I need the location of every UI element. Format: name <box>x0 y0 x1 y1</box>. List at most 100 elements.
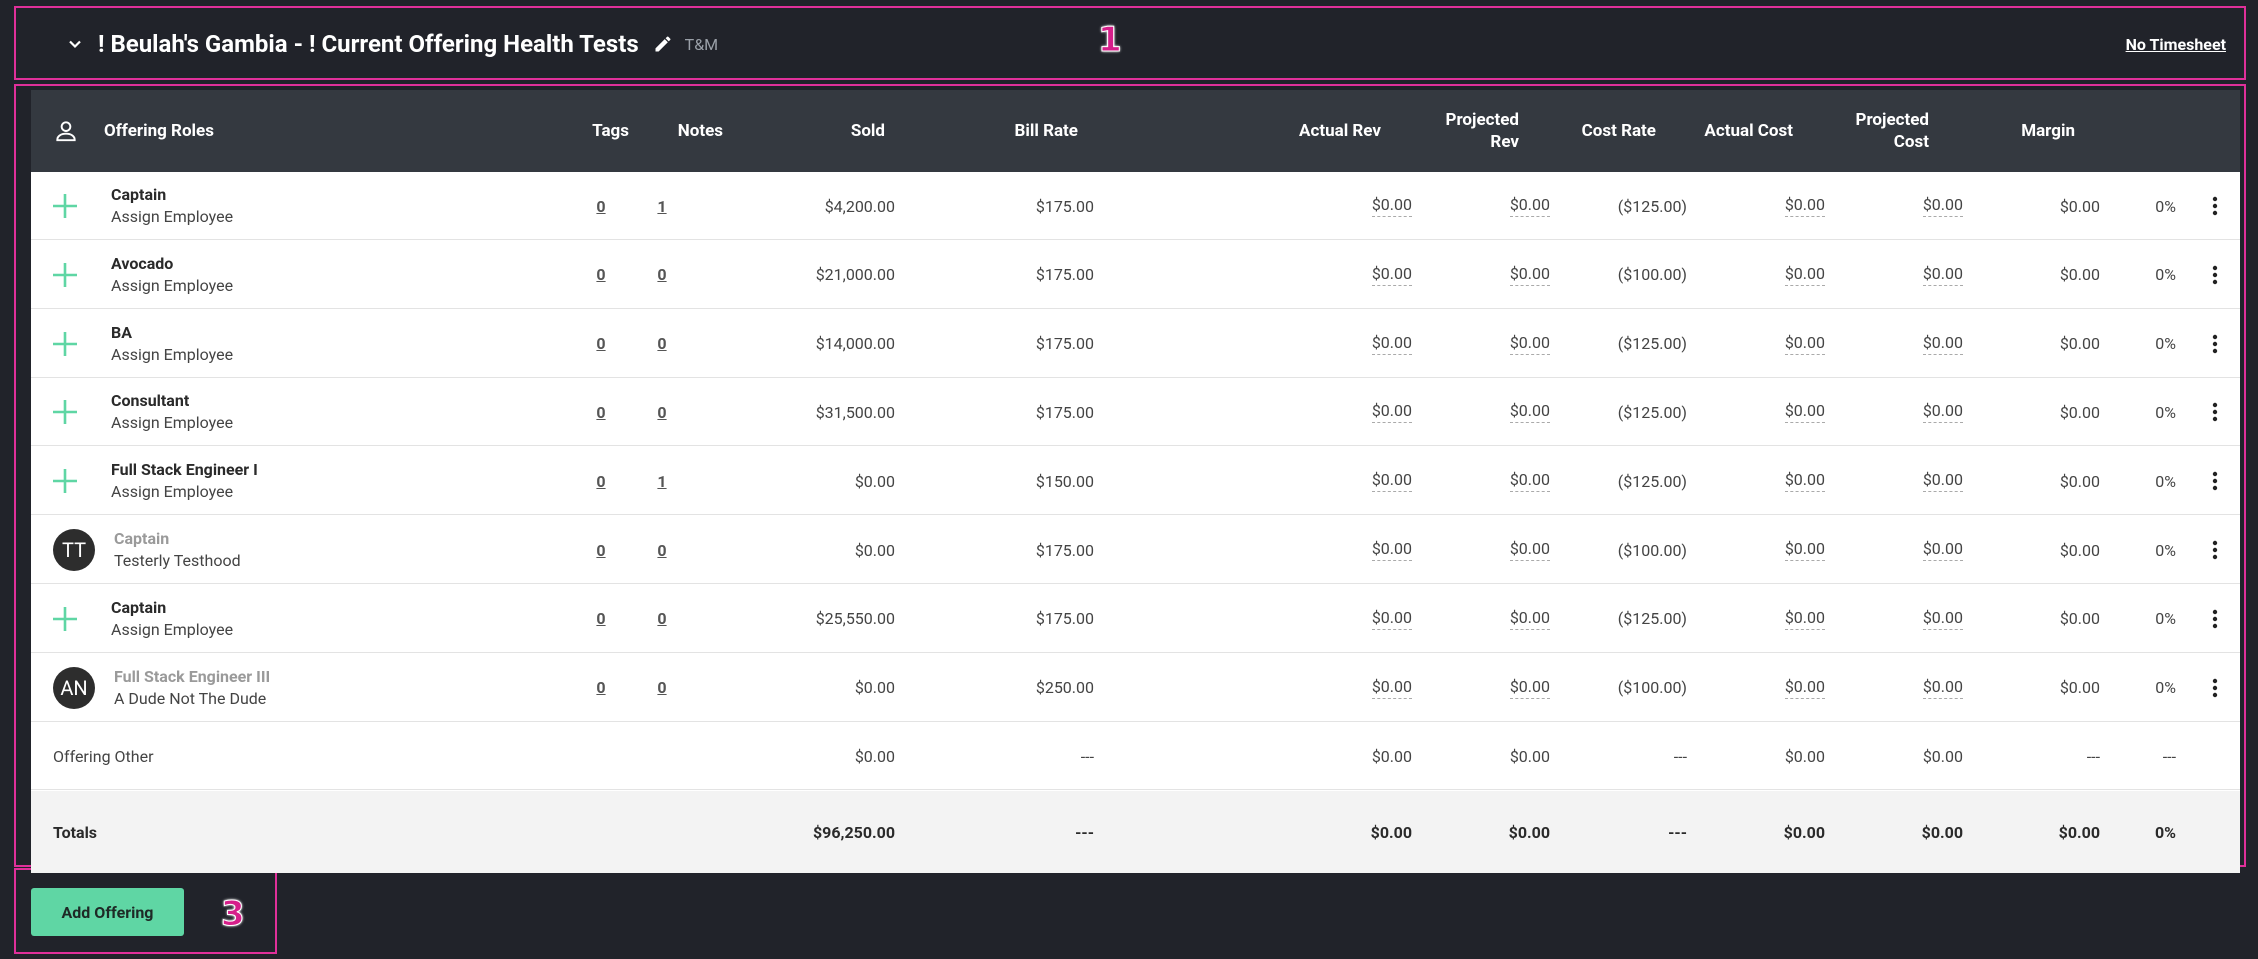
projected-cost-cell[interactable]: $0.00 <box>1823 654 1963 722</box>
tags-count-link[interactable]: 0 <box>596 540 606 560</box>
column-header-tags[interactable]: Tags <box>592 121 629 141</box>
column-header-actual-cost[interactable]: Actual Cost <box>1704 121 1793 141</box>
assign-employee-link[interactable]: Assign Employee <box>111 344 234 364</box>
projected-cost-cell[interactable]: $0.00 <box>1823 585 1963 653</box>
column-header-roles[interactable]: Offering Roles <box>104 121 214 141</box>
projected-cost-cell[interactable]: $0.00 <box>1823 241 1963 309</box>
projected-cost-cell-value[interactable]: $0.00 <box>1922 677 1963 699</box>
projected-cost-cell-value[interactable]: $0.00 <box>1922 264 1963 286</box>
projected-rev-cell[interactable]: $0.00 <box>1410 516 1550 584</box>
projected-cost-cell[interactable]: $0.00 <box>1823 516 1963 584</box>
assigned-employee[interactable]: A Dude Not The Dude <box>114 688 267 708</box>
kebab-icon[interactable] <box>2203 676 2227 700</box>
column-header-actual-rev[interactable]: Actual Rev <box>1299 121 1381 141</box>
plus-icon[interactable] <box>49 190 81 222</box>
projected-rev-cell-value[interactable]: $0.00 <box>1509 470 1550 493</box>
actual-rev-cell-value[interactable]: $0.00 <box>1371 401 1412 424</box>
pencil-icon[interactable] <box>653 33 675 55</box>
projected-cost-cell[interactable]: $0.00 <box>1823 310 1963 378</box>
actual-rev-cell-value[interactable]: $0.00 <box>1371 608 1412 630</box>
kebab-icon[interactable] <box>2203 332 2227 356</box>
kebab-icon[interactable] <box>2203 263 2227 287</box>
plus-icon[interactable] <box>49 328 81 360</box>
notes-count-link[interactable]: 0 <box>657 334 667 354</box>
projected-cost-cell-value[interactable]: $0.00 <box>1922 539 1963 561</box>
column-header-sold[interactable]: Sold <box>850 121 885 141</box>
actual-cost-cell-value[interactable]: $0.00 <box>1784 677 1825 699</box>
actual-rev-cell-value[interactable]: $0.00 <box>1371 539 1412 561</box>
projected-cost-cell[interactable]: $0.00 <box>1823 172 1963 240</box>
actual-rev-cell-value[interactable]: $0.00 <box>1371 677 1412 699</box>
notes-count-link[interactable]: 0 <box>657 402 667 422</box>
column-header-bill-rate[interactable]: Bill Rate <box>1014 121 1079 141</box>
projected-rev-cell-value[interactable]: $0.00 <box>1509 539 1550 561</box>
actual-cost-cell-value[interactable]: $0.00 <box>1784 539 1825 561</box>
actual-rev-cell-value[interactable]: $0.00 <box>1371 333 1412 355</box>
tags-count-link[interactable]: 0 <box>596 196 606 216</box>
notes-count-link[interactable]: 0 <box>657 678 667 698</box>
assign-employee-link[interactable]: Assign Employee <box>111 619 234 639</box>
projected-cost-cell[interactable]: $0.00 <box>1823 447 1963 515</box>
projected-rev-cell[interactable]: $0.00 <box>1410 378 1550 446</box>
column-header-notes[interactable]: Notes <box>677 121 723 141</box>
assign-employee-link[interactable]: Assign Employee <box>111 207 234 226</box>
notes-count-link[interactable]: 0 <box>657 540 667 560</box>
column-header-projected-cost[interactable]: Projected Cost <box>1855 110 1930 152</box>
projected-rev-cell-value[interactable]: $0.00 <box>1509 608 1550 630</box>
kebab-icon[interactable] <box>2203 607 2227 631</box>
notes-count-link[interactable]: 1 <box>657 471 667 491</box>
column-header-cost-rate[interactable]: Cost Rate <box>1581 121 1656 141</box>
kebab-icon[interactable] <box>2203 538 2227 562</box>
actual-rev-cell[interactable]: $0.00 <box>1272 654 1412 722</box>
actual-cost-cell-value[interactable]: $0.00 <box>1784 195 1825 217</box>
notes-count-link[interactable]: 1 <box>657 196 667 216</box>
actual-cost-cell-value[interactable]: $0.00 <box>1784 608 1825 630</box>
projected-cost-cell[interactable]: $0.00 <box>1823 378 1963 446</box>
plus-icon[interactable] <box>49 465 81 497</box>
projected-cost-cell-value[interactable]: $0.00 <box>1922 401 1963 424</box>
actual-rev-cell[interactable]: $0.00 <box>1272 516 1412 584</box>
projected-rev-cell[interactable]: $0.00 <box>1410 447 1550 515</box>
tags-count-link[interactable]: 0 <box>596 334 606 354</box>
projected-cost-cell-value[interactable]: $0.00 <box>1922 608 1963 630</box>
actual-rev-cell-value[interactable]: $0.00 <box>1371 195 1412 217</box>
column-header-margin[interactable]: Margin <box>2021 121 2075 141</box>
tags-count-link[interactable]: 0 <box>596 265 606 285</box>
actual-rev-cell[interactable]: $0.00 <box>1272 585 1412 653</box>
kebab-icon[interactable] <box>2203 469 2227 493</box>
notes-count-link[interactable]: 0 <box>657 609 667 629</box>
notes-count-link[interactable]: 0 <box>657 265 667 285</box>
projected-cost-cell-value[interactable]: $0.00 <box>1922 470 1963 493</box>
plus-icon[interactable] <box>49 259 81 291</box>
assigned-employee[interactable]: Testerly Testhood <box>114 551 241 570</box>
actual-cost-cell[interactable]: $0.00 <box>1685 516 1825 584</box>
actual-cost-cell[interactable]: $0.00 <box>1685 241 1825 309</box>
projected-cost-cell-value[interactable]: $0.00 <box>1922 195 1963 217</box>
actual-cost-cell-value[interactable]: $0.00 <box>1784 401 1825 424</box>
projected-rev-cell[interactable]: $0.00 <box>1410 654 1550 722</box>
projected-rev-cell-value[interactable]: $0.00 <box>1509 195 1550 217</box>
tags-count-link[interactable]: 0 <box>596 402 606 422</box>
projected-rev-cell-value[interactable]: $0.00 <box>1509 401 1550 424</box>
kebab-icon[interactable] <box>2203 400 2227 424</box>
actual-cost-cell-value[interactable]: $0.00 <box>1784 470 1825 493</box>
projected-rev-cell[interactable]: $0.00 <box>1410 172 1550 240</box>
column-header-projected-rev[interactable]: Projected Rev <box>1445 110 1520 152</box>
projected-cost-cell-value[interactable]: $0.00 <box>1922 333 1963 355</box>
projected-rev-cell-value[interactable]: $0.00 <box>1509 264 1550 286</box>
tags-count-link[interactable]: 0 <box>596 609 606 629</box>
projected-rev-cell[interactable]: $0.00 <box>1410 310 1550 378</box>
actual-cost-cell[interactable]: $0.00 <box>1685 654 1825 722</box>
plus-icon[interactable] <box>49 603 81 635</box>
actual-cost-cell-value[interactable]: $0.00 <box>1784 264 1825 286</box>
actual-cost-cell[interactable]: $0.00 <box>1685 172 1825 240</box>
tags-count-link[interactable]: 0 <box>596 678 606 698</box>
actual-cost-cell[interactable]: $0.00 <box>1685 310 1825 378</box>
actual-rev-cell[interactable]: $0.00 <box>1272 447 1412 515</box>
projected-rev-cell-value[interactable]: $0.00 <box>1509 333 1550 355</box>
actual-cost-cell[interactable]: $0.00 <box>1685 585 1825 653</box>
plus-icon[interactable] <box>49 396 81 428</box>
actual-rev-cell[interactable]: $0.00 <box>1272 172 1412 240</box>
avatar[interactable]: AN <box>53 666 95 709</box>
assign-employee-link[interactable]: Assign Employee <box>111 413 234 433</box>
